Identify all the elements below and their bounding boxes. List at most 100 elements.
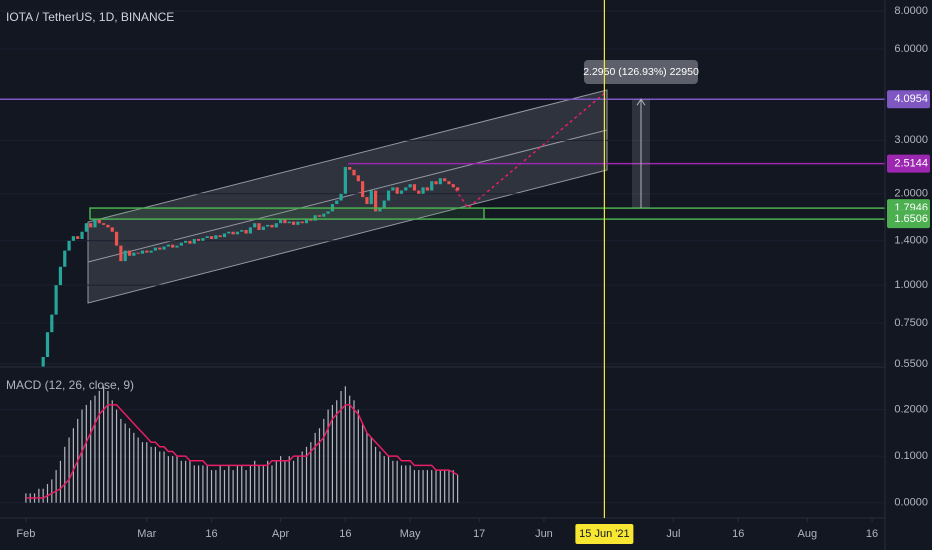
candle [425, 187, 429, 191]
macd-bar [111, 400, 113, 503]
macd-bar [59, 460, 62, 503]
level-label: 4.0954 [894, 93, 928, 105]
macd-bar [297, 456, 299, 503]
macd-bar [396, 460, 398, 503]
macd-bar [210, 470, 213, 503]
channel-midline [87, 129, 608, 263]
candle [175, 245, 179, 248]
y-tick-label: 0.0000 [894, 497, 928, 509]
level-badge [887, 90, 930, 109]
price-axis [885, 0, 932, 550]
macd-bar [51, 479, 53, 503]
candle [119, 245, 123, 262]
candle [162, 246, 166, 250]
macd-bar [124, 423, 126, 503]
macd-bar [180, 460, 182, 503]
macd-bar [366, 432, 368, 503]
macd-bar [81, 409, 83, 503]
macd-bar [452, 470, 454, 503]
macd-bar [141, 442, 144, 503]
candle [283, 219, 287, 224]
x-tick-label: Aug [798, 528, 818, 540]
candle [231, 231, 235, 235]
candle [438, 178, 442, 185]
candle [421, 187, 425, 194]
candle [63, 250, 67, 267]
candle [417, 190, 421, 194]
macd-bar [241, 465, 243, 503]
macd-bar [318, 428, 321, 503]
candle [287, 221, 291, 224]
macd-bar [98, 390, 100, 503]
candle [240, 229, 244, 232]
macd-bar [284, 460, 286, 503]
macd-bar [331, 404, 334, 503]
candle [153, 247, 158, 251]
x-tick-label: Jul [666, 528, 680, 540]
macd-bar [370, 437, 372, 503]
macd-bar [275, 460, 277, 503]
candle [361, 181, 365, 198]
macd-bar [426, 470, 428, 503]
candle [89, 223, 93, 228]
macd-bar [387, 456, 390, 503]
signal-line [25, 404, 458, 499]
candle [300, 221, 304, 224]
macd-bar [223, 470, 226, 503]
candle [412, 184, 417, 191]
macd-bar [42, 488, 44, 503]
candle [41, 356, 45, 367]
measure-box [584, 60, 698, 84]
candle [270, 224, 274, 228]
measure-label: 2.2950 (126.93%) 22950 [583, 66, 699, 78]
macd-bar [267, 460, 269, 503]
macd-bar [159, 451, 161, 503]
candle [149, 250, 153, 253]
macd-bar [457, 474, 459, 503]
price-pane [0, 10, 885, 367]
macd-bar [258, 465, 260, 503]
macd-bar [197, 465, 200, 503]
macd-bar [193, 465, 195, 503]
macd-bar [236, 465, 239, 503]
x-tick-label: 16 [732, 528, 744, 540]
candle [253, 223, 257, 228]
candle [205, 236, 209, 239]
candle [369, 190, 373, 205]
candle [132, 252, 136, 256]
candle [201, 238, 205, 241]
level-badge [887, 210, 930, 229]
x-tick-label: 16 [866, 528, 878, 540]
macd-bar [206, 465, 208, 503]
macd-bar [115, 409, 118, 503]
candle [456, 187, 460, 191]
macd-bar [176, 456, 178, 503]
macd-bar [172, 456, 174, 503]
candle [93, 219, 97, 228]
candle [218, 235, 222, 238]
candle [257, 223, 261, 230]
macd-bar [262, 465, 264, 503]
y-tick-label: 3.0000 [894, 134, 928, 146]
macd-bar [435, 470, 437, 503]
macd-bar [90, 400, 92, 503]
macd-bar [305, 446, 308, 503]
candle [266, 224, 270, 227]
x-tick-label: Feb [16, 528, 35, 540]
macd-bar [107, 390, 109, 503]
macd-bar [314, 432, 316, 503]
macd-bar [344, 386, 346, 503]
candle [378, 207, 382, 212]
candle [209, 236, 214, 239]
candle [343, 167, 347, 194]
macd-bar [68, 437, 70, 503]
macd-bar [409, 465, 411, 503]
measure-arrowhead [636, 98, 646, 106]
candle [443, 178, 447, 182]
cursor-badge [575, 524, 634, 544]
macd-bar [120, 418, 122, 503]
candle [84, 223, 88, 232]
candle [214, 235, 218, 239]
level-badge [887, 154, 930, 173]
